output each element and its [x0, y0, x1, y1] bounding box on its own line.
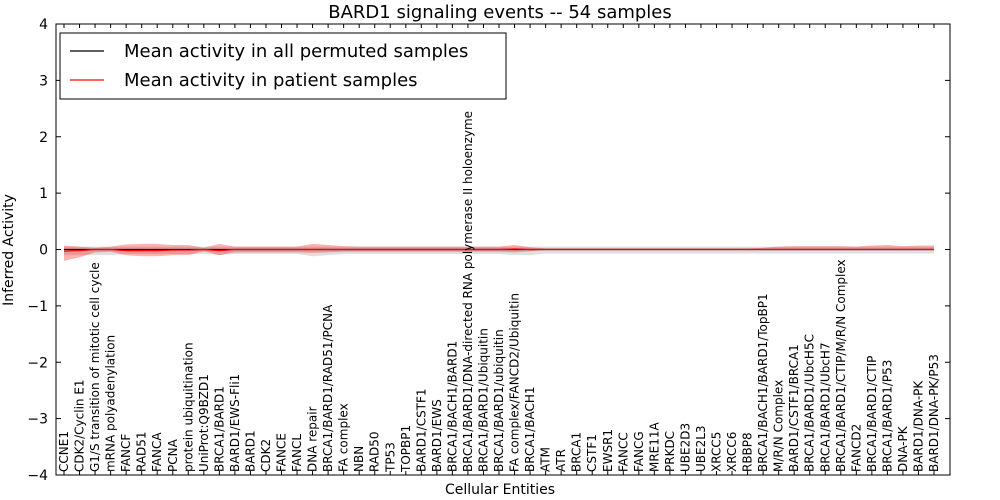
x-tick-label: BRCA1/BARD1/Ubiquitin: [476, 328, 490, 472]
plot-area-frame: [55, 23, 951, 476]
chart-title: BARD1 signaling events -- 54 samples: [328, 2, 672, 23]
x-tick-label: DNA repair: [306, 406, 320, 472]
x-tick-label: XRCC5: [710, 432, 724, 472]
x-tick-label: ATR: [554, 449, 568, 472]
x-tick-label: BRCA1/BARD1/RAD51/PCNA: [321, 304, 335, 472]
x-tick-label: FANCG: [632, 431, 646, 472]
x-tick-label: protein ubiquitination: [181, 342, 195, 472]
x-tick-label: BRCA1/BARD1/CTIP: [865, 356, 879, 472]
legend-label-permuted: Mean activity in all permuted samples: [124, 41, 468, 62]
x-tick-label: FA complex: [337, 403, 351, 472]
x-tick-label: UBE2L3: [694, 425, 708, 472]
y-tick-label: −4: [27, 468, 48, 484]
x-tick-label: BRCA1: [570, 432, 584, 472]
y-axis-label: Inferred Activity: [1, 194, 17, 306]
x-tick-label: FANCD2: [849, 424, 863, 472]
x-tick-label: CSTF1: [585, 434, 599, 472]
x-tick-label: BARD1/DNA-PK: [911, 380, 925, 472]
y-tick-label: −2: [27, 355, 48, 371]
y-tick-label: 2: [39, 130, 48, 146]
x-tick-label: DNA-PK: [896, 425, 910, 472]
x-tick-label: EWSR1: [601, 429, 615, 472]
x-tick-label: BRCA1/BARD1: [212, 386, 226, 472]
y-tick-label: −3: [27, 412, 48, 428]
x-tick-label: RBBP8: [741, 432, 755, 472]
x-tick-label: RAD51: [135, 431, 149, 472]
x-tick-label: TOPBP1: [399, 425, 413, 473]
x-tick-label: RAD50: [368, 431, 382, 472]
x-tick-label: BRCA1/BACH1/BARD1: [445, 341, 459, 472]
series-line-patient: [63, 248, 934, 252]
x-tick-label: XRCC6: [725, 432, 739, 472]
x-tick-label: BRCA1/BARD1/UbcH5C: [803, 334, 817, 472]
x-tick-label: PCNA: [166, 438, 180, 472]
y-tick-label: 1: [39, 186, 48, 202]
x-axis-label: Cellular Entities: [445, 482, 555, 498]
x-tick-label: BRCA1/BARD1/P53: [880, 360, 894, 472]
band-patient: [64, 243, 934, 261]
x-tick-label: M/R/N Complex: [772, 380, 786, 472]
x-tick-label: BRCA1/BARD1/DNA-directed RNA polymerase …: [461, 111, 475, 472]
x-tick-label: mRNA polyadenylation: [104, 335, 118, 472]
x-tick-label: FANCE: [275, 433, 289, 472]
x-tick-label: BARD1: [243, 430, 257, 472]
y-tick-label: 4: [39, 17, 48, 33]
x-tick-label: ATM: [539, 447, 553, 472]
x-tick-label: FANCL: [290, 434, 304, 472]
x-tick-label: MRE11A: [647, 421, 661, 472]
x-tick-label: G1/S transition of mitotic cell cycle: [88, 262, 102, 472]
y-tick-label: 3: [39, 73, 48, 89]
y-tick-label: 0: [39, 243, 48, 259]
x-tick-label: BRCA1/BARD1/UbcH7: [818, 342, 832, 472]
x-tick-label: BARD1/EWS-Fli1: [228, 374, 242, 472]
legend-box: [59, 32, 507, 100]
x-tick-label: CCNE1: [57, 431, 71, 472]
series-lines: [63, 248, 934, 252]
x-tick-label: BRCA1/BARD1/ubiquitin: [492, 329, 506, 472]
x-tick-label: UniProt:Q9BZD1: [197, 374, 211, 472]
x-tick-label: BARD1/EWS: [430, 399, 444, 472]
x-tick-label: FA complex/FANCD2/Ubiquitin: [508, 293, 522, 472]
x-tick-label: BARD1/DNA-PK/P53: [927, 354, 941, 472]
x-tick-label: TP53: [383, 442, 397, 473]
y-tick-label: −1: [27, 299, 48, 315]
x-tick-label: BARD1/CSTF1: [414, 388, 428, 472]
x-tick-label: CDK2: [259, 439, 273, 472]
x-tick-label: PRKDC: [663, 431, 677, 472]
x-tick-label: BRCA1/BARD1/CTIP/M/R/N Complex: [834, 259, 848, 472]
x-tick-label: FANCC: [616, 432, 630, 472]
x-axis-ticks: CCNE1 CDK2/Cyclin E1 G1/S transition of mi…: [57, 24, 941, 475]
x-tick-label: CDK2/Cyclin E1: [73, 379, 87, 472]
legend: Mean activity in all permuted samples Me…: [59, 32, 507, 100]
x-tick-label: BRCA1/BACH1/BARD1/TopBP1: [756, 293, 770, 472]
x-tick-label: BRCA1/BACH1: [523, 386, 537, 472]
legend-label-patient: Mean activity in patient samples: [124, 70, 418, 91]
x-tick-label: NBN: [352, 446, 366, 472]
x-tick-label: BARD1/CSTF1/BRCA1: [787, 344, 801, 472]
x-tick-label: UBE2D3: [678, 423, 692, 472]
x-tick-label: FANCF: [119, 434, 133, 472]
x-tick-label: FANCA: [150, 432, 164, 472]
y-axis-ticks: −4 −3 −2 −1 0 1 2 3 4: [27, 17, 950, 484]
